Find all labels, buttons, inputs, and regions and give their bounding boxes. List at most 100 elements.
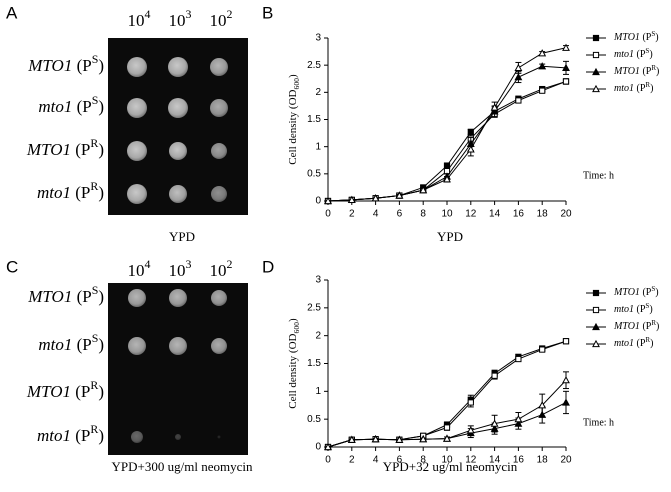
marker <box>443 434 451 442</box>
x-tick-label: 8 <box>420 455 426 466</box>
marker <box>443 175 451 183</box>
colony-spot <box>210 58 228 76</box>
series-line <box>327 81 567 202</box>
marker <box>539 346 546 353</box>
colony-spot <box>168 57 188 77</box>
x-axis-label: YPD+32 ug/ml neomycin <box>383 459 518 474</box>
colony-spot <box>127 141 147 161</box>
colony-spot <box>127 98 147 118</box>
marker <box>562 63 570 71</box>
strain-label: MTO1 (PR) <box>26 378 104 401</box>
x-tick-label: 6 <box>397 209 403 220</box>
y-tick-label: 0.5 <box>307 414 321 425</box>
x-tick-label: 16 <box>513 209 525 220</box>
colony-spot <box>211 186 227 202</box>
x-tick-label: 18 <box>537 455 549 466</box>
marker <box>490 103 499 111</box>
colony-spot <box>211 143 227 159</box>
y-tick-label: 1 <box>315 141 321 152</box>
y-tick-label: 1.5 <box>307 114 321 125</box>
colony-spot <box>128 289 146 307</box>
x-tick-label: 2 <box>349 455 355 466</box>
marker <box>419 185 428 194</box>
marker <box>514 415 523 423</box>
colony-spot <box>128 337 146 355</box>
colony-spot <box>211 338 227 354</box>
x-tick-label: 14 <box>489 209 501 220</box>
marker <box>467 399 474 406</box>
legend-label: mto1 (PS) <box>614 47 653 61</box>
marker <box>443 162 451 169</box>
marker <box>491 372 498 379</box>
y-tick-label: 1.5 <box>307 358 321 369</box>
marker <box>592 289 600 297</box>
marker <box>466 145 475 153</box>
colony-spot <box>127 184 147 204</box>
dilution-label: 104 <box>128 7 151 30</box>
marker <box>514 72 523 81</box>
dilution-label: 103 <box>169 257 192 280</box>
marker <box>515 97 522 104</box>
marker <box>324 442 332 451</box>
marker <box>592 339 600 348</box>
y-tick-label: 1 <box>315 386 321 397</box>
x-tick-label: 18 <box>537 209 549 220</box>
x-tick-label: 20 <box>560 209 572 220</box>
marker <box>562 338 570 345</box>
colony-spot <box>127 57 147 77</box>
legend-label: mto1 (PS) <box>614 302 653 316</box>
legend-label: MTO1 (PR) <box>613 319 659 333</box>
marker <box>592 322 600 331</box>
marker <box>539 87 546 94</box>
marker <box>324 196 332 205</box>
marker <box>562 78 570 85</box>
x-tick-label: 6 <box>397 455 403 466</box>
marker <box>562 398 570 406</box>
x-tick-label: 12 <box>465 209 477 220</box>
legend-label: MTO1 (PS) <box>613 30 659 44</box>
marker <box>562 43 570 51</box>
y-tick-label: 0 <box>315 442 321 453</box>
y-axis-label: Cell density (OD600) <box>287 318 302 409</box>
marker <box>395 191 404 199</box>
dilution-label: 103 <box>169 7 192 30</box>
dilution-label: 104 <box>128 257 151 280</box>
marker <box>419 435 428 443</box>
marker <box>538 49 547 57</box>
y-tick-label: 2 <box>315 87 321 98</box>
x-tick-label: 8 <box>420 209 426 220</box>
legend-label: mto1 (PR) <box>614 336 653 350</box>
strain-label: MTO1 (PR) <box>26 136 104 159</box>
marker <box>592 306 600 314</box>
colony-spot <box>131 431 143 443</box>
marker <box>592 51 600 59</box>
strain-label: mto1 (PR) <box>37 422 104 445</box>
x-tick-label: 0 <box>325 209 331 220</box>
strain-label: mto1 (PR) <box>37 179 104 202</box>
colony-spot <box>169 337 187 355</box>
y-tick-label: 0.5 <box>307 168 321 179</box>
marker <box>592 67 600 76</box>
x-tick-label: 14 <box>489 455 501 466</box>
legend-label: mto1 (PR) <box>614 81 653 95</box>
series-line <box>327 80 567 202</box>
x-tick-label: 2 <box>349 209 355 220</box>
y-tick-label: 2.5 <box>307 60 321 71</box>
strain-label: MTO1 (PS) <box>27 283 104 306</box>
marker <box>395 435 404 443</box>
y-tick-label: 2.5 <box>307 302 321 313</box>
annotation: Time: h <box>583 417 614 428</box>
dilution-label: 102 <box>210 257 233 280</box>
x-tick-label: 4 <box>373 455 379 466</box>
legend-label: MTO1 (PS) <box>613 285 659 299</box>
marker <box>347 435 356 443</box>
y-tick-label: 2 <box>315 330 321 341</box>
colony-spot <box>211 290 227 306</box>
strain-label: mto1 (PS) <box>38 93 104 116</box>
colony-spot <box>168 98 188 118</box>
plate-image <box>108 283 248 455</box>
colony-spot <box>210 99 228 117</box>
strain-label: mto1 (PS) <box>38 331 104 354</box>
x-axis-label: YPD <box>437 229 463 244</box>
